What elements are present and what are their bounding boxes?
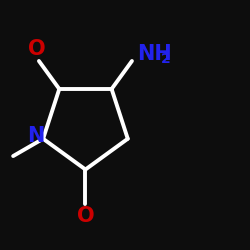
Text: O: O: [28, 39, 45, 59]
Text: 2: 2: [160, 52, 170, 66]
Text: O: O: [77, 206, 94, 227]
Text: NH: NH: [137, 44, 172, 64]
Text: N: N: [27, 126, 44, 146]
